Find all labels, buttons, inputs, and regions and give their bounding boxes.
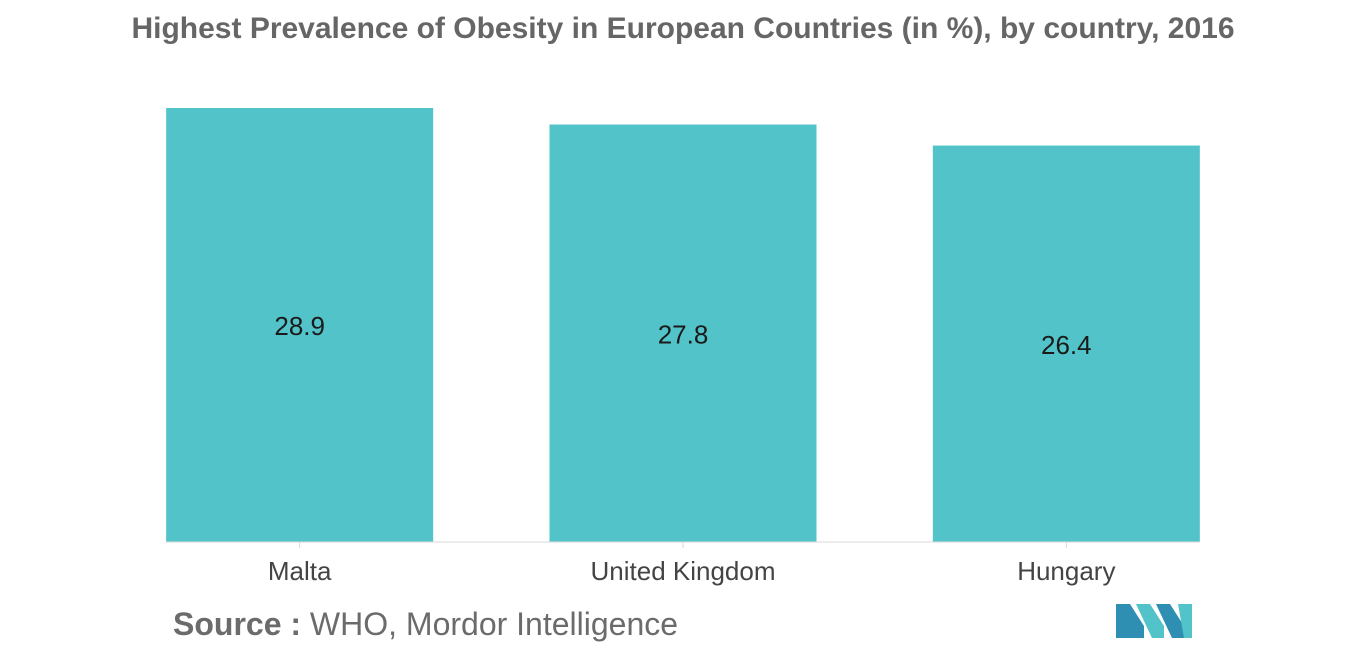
chart-title: Highest Prevalence of Obesity in Europea… xyxy=(131,12,1235,45)
x-tick-label: Hungary xyxy=(1017,556,1115,586)
x-tick-label: Malta xyxy=(268,556,332,586)
bar-united-kingdom xyxy=(549,124,817,542)
bar-malta xyxy=(166,108,434,542)
data-label: 28.9 xyxy=(274,311,325,341)
source-text: WHO, Mordor Intelligence xyxy=(309,606,679,642)
data-label: 26.4 xyxy=(1041,330,1092,360)
x-tick-label: United Kingdom xyxy=(591,556,776,586)
mordor-intelligence-logo-icon xyxy=(1116,604,1192,638)
bar-chart: 28.9 Malta 27.8 United Kingdom 26.4 Hungary xyxy=(166,108,1200,586)
source-note: Source : WHO, Mordor Intelligence xyxy=(173,606,678,643)
bar-hungary xyxy=(932,145,1200,542)
source-label: Source : xyxy=(173,606,302,642)
data-label: 27.8 xyxy=(658,319,709,349)
